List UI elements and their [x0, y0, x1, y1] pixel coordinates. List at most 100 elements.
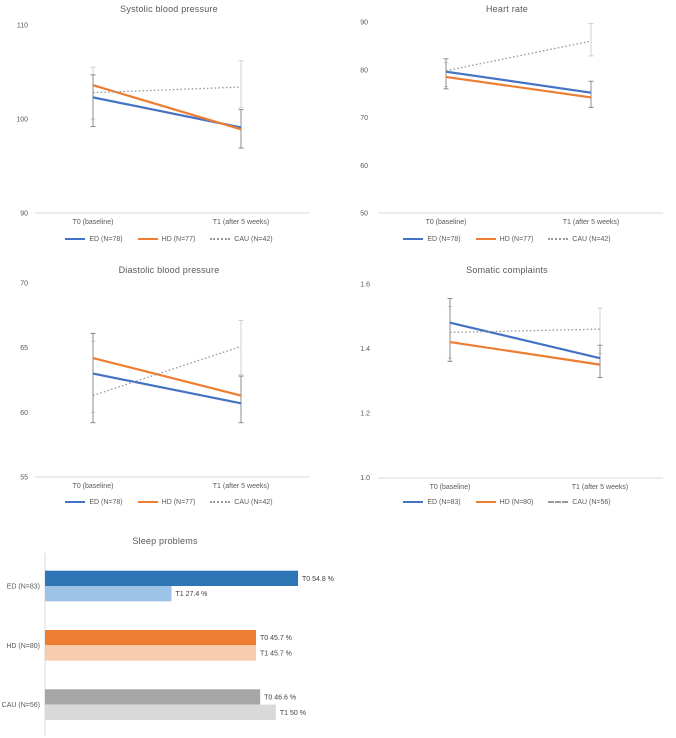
y-tick-label: 60: [360, 163, 368, 170]
legend-item-hd: HD (N=77): [137, 235, 196, 243]
legend-item-ed: ED (N=83): [403, 498, 461, 506]
legend-heart-rate: ED (N=78) HD (N=77) CAU (N=42): [338, 233, 676, 245]
y-tick-label: 80: [360, 67, 368, 74]
bar: [45, 645, 256, 661]
chart-title-diastolic: Diastolic blood pressure: [118, 265, 220, 275]
y-tick-label: 70: [360, 115, 368, 122]
bar-value-label: T1 50 %: [280, 710, 306, 717]
legend-label-ed: ED (N=83): [427, 498, 461, 506]
legend-diastolic: ED (N=78) HD (N=77) CAU (N=42): [0, 496, 338, 508]
bar-category-label: ED (N=83): [7, 584, 40, 591]
bar-value-label: T1 27.4 %: [176, 591, 208, 598]
x-category-label: T0 (baseline): [73, 219, 114, 226]
y-tick-label: 1.0: [360, 475, 370, 482]
sleep-problems-chart: Sleep problems T0 54.8 % T1 27.4 % ED (N=8…: [0, 520, 400, 738]
legend-item-hd: HD (N=77): [475, 235, 534, 243]
x-category-label: T1 (after 5 weeks): [213, 219, 269, 226]
systolic-plot: 90 100 110 T0 (baseline) T1 (after 5 weeks): [16, 23, 310, 226]
cau-line-swatch-icon: [548, 501, 569, 503]
ed-line-swatch-icon: [65, 501, 86, 503]
y-tick-label: 65: [20, 345, 28, 352]
y-tick-label: 110: [17, 23, 28, 30]
series-line: [445, 75, 592, 99]
legend-item-cau: CAU (N=42): [548, 235, 611, 243]
legend-label-ed: ED (N=78): [89, 235, 123, 243]
bar: [45, 689, 261, 705]
cau-line-swatch-icon: [210, 501, 231, 503]
bar-value-label: T0 46.6 %: [264, 694, 296, 701]
series-line: [449, 321, 601, 360]
bar: [45, 570, 299, 586]
series-line: [92, 372, 242, 405]
hd-line-swatch-icon: [137, 501, 158, 503]
legend-item-ed: ED (N=78): [65, 498, 123, 506]
diastolic-chart: Diastolic blood pressure 55 60 65 70 T0 (bas…: [0, 250, 338, 520]
y-tick-label: 50: [360, 211, 368, 218]
y-tick-label: 60: [20, 410, 28, 417]
x-category-label: T1 (after 5 weeks): [572, 484, 628, 491]
chart-title-somatic: Somatic complaints: [466, 265, 548, 275]
chart-title-sleep: Sleep problems: [132, 536, 198, 546]
diastolic-plot: 55 60 65 70 T0 (baseline) T1 (after 5 weeks): [20, 281, 310, 490]
legend-systolic: ED (N=78) HD (N=77) CAU (N=42): [0, 233, 338, 245]
y-tick-label: 1.2: [360, 411, 370, 418]
cau-line-swatch-icon: [210, 238, 231, 240]
x-category-label: T1 (after 5 weeks): [563, 219, 619, 226]
bar-value-label: T1 45.7 %: [260, 650, 292, 657]
legend-item-cau: CAU (N=42): [210, 235, 273, 243]
x-category-label: T0 (baseline): [73, 483, 114, 490]
systolic-chart: Systolic blood pressure 90 100 110 T0 (base…: [0, 0, 338, 250]
chart-title-systolic: Systolic blood pressure: [120, 4, 218, 14]
y-tick-label: 1.6: [360, 282, 370, 289]
y-tick-label: 100: [16, 117, 28, 124]
heart-rate-plot: 50 60 70 80 90 T0 (baseline) T1 (after 5 weeks…: [360, 20, 663, 226]
series-line: [92, 84, 242, 131]
y-tick-label: 90: [360, 20, 368, 27]
somatic-chart: Somatic complaints 1.0 1.2 1.4 1.6 T0 (basel…: [338, 250, 676, 520]
x-category-label: T1 (after 5 weeks): [213, 483, 269, 490]
hd-line-swatch-icon: [475, 238, 496, 240]
heart-rate-chart: Heart rate 50 60 70 80 90 T0 (baseline) T1 (af…: [338, 0, 676, 250]
legend-item-cau: CAU (N=56): [548, 498, 611, 506]
ed-line-swatch-icon: [65, 238, 86, 240]
legend-label-ed: ED (N=78): [427, 235, 461, 243]
legend-label-ed: ED (N=78): [89, 498, 123, 506]
legend-label-cau: CAU (N=42): [234, 498, 273, 506]
y-tick-label: 55: [20, 475, 28, 482]
series-line: [92, 356, 242, 397]
y-tick-label: 70: [20, 281, 28, 288]
legend-label-cau: CAU (N=42): [234, 235, 273, 243]
series-line: [92, 345, 242, 397]
ed-line-swatch-icon: [403, 501, 424, 503]
series-line: [445, 40, 592, 72]
y-tick-label: 90: [20, 211, 28, 218]
bar-category-label: CAU (N=56): [2, 702, 40, 709]
bar: [45, 586, 172, 602]
legend-label-hd: HD (N=77): [161, 235, 196, 243]
ed-line-swatch-icon: [403, 238, 424, 240]
chart-title-heart-rate: Heart rate: [485, 4, 529, 14]
legend-label-hd: HD (N=77): [161, 498, 196, 506]
series-line: [449, 328, 601, 334]
bar-value-label: T0 54.8 %: [302, 576, 334, 583]
series-line: [449, 340, 601, 366]
cau-line-swatch-icon: [548, 238, 569, 240]
sleep-problems-plot: T0 54.8 % T1 27.4 % ED (N=83) T0 45.7 % T1 4…: [2, 553, 334, 736]
legend-item-cau: CAU (N=42): [210, 498, 273, 506]
x-category-label: T0 (baseline): [426, 219, 467, 226]
legend-label-hd: HD (N=77): [499, 235, 534, 243]
hd-line-swatch-icon: [137, 238, 158, 240]
y-tick-label: 1.4: [360, 346, 370, 353]
x-category-label: T0 (baseline): [430, 484, 471, 491]
series-line: [445, 70, 592, 94]
legend-item-hd: HD (N=80): [475, 499, 533, 506]
legend-somatic: ED (N=83) HD (N=80) CAU (N=56): [338, 496, 676, 508]
legend-item-hd: HD (N=77): [137, 498, 196, 506]
legend-item-ed: ED (N=78): [65, 235, 123, 243]
bar-value-label: T0 45.7 %: [260, 635, 292, 642]
hd-line-swatch-icon: [475, 501, 496, 503]
legend-label-cau: CAU (N=56): [572, 498, 611, 506]
bar-category-label: HD (N=80): [6, 643, 40, 650]
legend-label-cau: CAU (N=42): [572, 235, 611, 243]
